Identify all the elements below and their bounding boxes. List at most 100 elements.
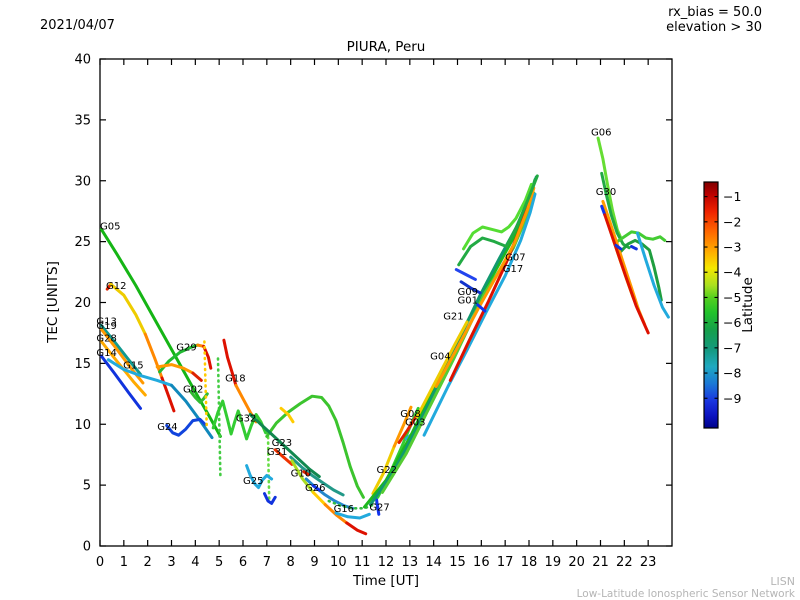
x-tick-label: 16 (473, 555, 490, 570)
sat-label-G15: G15 (123, 361, 143, 372)
satellite-traces (99, 136, 670, 536)
trace-segment (106, 358, 173, 387)
sat-label-G13: G13 (96, 316, 116, 327)
trace-segment (302, 470, 310, 476)
x-tick-label: 8 (287, 555, 295, 570)
sat-label-G12: G12 (106, 281, 126, 292)
x-tick-label: 22 (616, 555, 633, 570)
trace-segment (216, 357, 222, 478)
x-tick-label: 11 (354, 555, 371, 570)
trace-segment (635, 231, 670, 319)
y-tick-label: 0 (83, 540, 91, 555)
satellite-labels: G05G12G13G19G28G14G15G24G29G02G18G32G23G… (96, 128, 616, 515)
trace-desc-cyan (635, 231, 670, 319)
trace-segment (203, 340, 209, 431)
colorbar: −1 −2 −3 −4 −5 −6 −7 −8 −9 (703, 181, 741, 429)
trace-segment (434, 186, 536, 388)
trace-segment (392, 405, 413, 448)
trace-segment (211, 399, 268, 441)
colorbar-gradient (703, 181, 719, 429)
trace-segment (263, 492, 277, 505)
sat-label-G27: G27 (369, 503, 389, 514)
trace-segment (615, 230, 667, 244)
trace-speckle-green-1 (216, 357, 222, 478)
x-tick-label: 10 (330, 555, 347, 570)
trace-G15 (106, 358, 214, 440)
sat-label-G21: G21 (443, 311, 463, 322)
x-tick-label: 20 (568, 555, 585, 570)
sat-label-G09: G09 (458, 287, 478, 298)
x-tick-label: 18 (521, 555, 538, 570)
sat-label-G02: G02 (183, 384, 203, 395)
sat-label-G03: G03 (405, 417, 425, 428)
sat-label-G10: G10 (291, 468, 311, 479)
trace-G32 (211, 399, 268, 441)
trace-segment (191, 371, 203, 382)
trace-segment (462, 182, 533, 251)
x-tick-label: 19 (545, 555, 562, 570)
trace-segment (165, 417, 207, 437)
trace-segment (155, 363, 195, 375)
sat-label-G18: G18 (225, 373, 245, 384)
trace-segment (457, 174, 539, 267)
date-label: 2021/04/07 (40, 18, 115, 33)
trace-segment (603, 213, 650, 335)
trace-segment (99, 324, 142, 376)
x-tick-label: 14 (425, 555, 442, 570)
trace-segment (109, 282, 147, 336)
sat-label-G07: G07 (505, 252, 525, 263)
trace-segment (170, 383, 214, 440)
sat-label-G01: G01 (458, 296, 478, 307)
sat-label-G26: G26 (305, 483, 325, 494)
trace-blue-dash-b (614, 243, 638, 251)
colorbar-tick-label: −5 (723, 290, 741, 305)
y-tick-label: 15 (74, 357, 91, 372)
sat-label-G28: G28 (96, 333, 116, 344)
sat-label-G24: G24 (157, 422, 177, 433)
trace-G22 (371, 405, 413, 496)
sat-label-G04: G04 (430, 352, 450, 363)
trace-segment (397, 415, 418, 444)
x-tick-label: 23 (640, 555, 657, 570)
colorbar-axis-label: Latitude (740, 277, 756, 333)
x-tick-label: 2 (144, 555, 152, 570)
x-tick-label: 13 (402, 555, 419, 570)
trace-G13 (99, 324, 142, 376)
colorbar-tick-label: −4 (723, 265, 741, 280)
trace-G30 (600, 171, 631, 250)
colorbar-tick-label: −7 (723, 340, 741, 355)
trace-segment (371, 444, 396, 496)
x-tick-label: 12 (378, 555, 395, 570)
y-tick-label: 10 (74, 418, 91, 433)
colorbar-tick-label: −2 (723, 214, 741, 229)
axes: 0 1 2 3 4 5 6 7 8 9 10 11 12 13 14 15 16 17 18 19 20 21 22 2305… (74, 53, 673, 570)
trace-segment (476, 303, 487, 313)
trace-plateau-b (457, 174, 539, 267)
sat-label-G19: G19 (96, 321, 116, 332)
trace-segment (248, 413, 321, 479)
sat-label-G08: G08 (400, 409, 420, 420)
trace-G14 (99, 354, 142, 410)
sat-label-G17: G17 (503, 264, 523, 275)
trace-G16 (327, 499, 378, 520)
trace-asc-orange (434, 186, 536, 388)
trace-desc-red (600, 204, 650, 335)
trace-G25 (245, 464, 277, 505)
x-tick-label: 9 (310, 555, 318, 570)
x-tick-label: 21 (592, 555, 609, 570)
trace-segment (415, 320, 469, 419)
sat-label-G05: G05 (100, 221, 120, 232)
trace-arc-yellow (279, 406, 295, 424)
sat-label-G31: G31 (267, 447, 287, 458)
trace-speckle-green-2 (266, 430, 271, 500)
x-tick-label: 6 (239, 555, 247, 570)
colorbar-tick-label: −3 (723, 240, 741, 255)
trace-segment (345, 521, 368, 536)
trace-segment (273, 448, 294, 466)
trace-segment (99, 354, 142, 410)
trace-segment (289, 455, 345, 497)
trace-segment (459, 280, 482, 295)
y-tick-label: 5 (83, 479, 91, 494)
sat-label-G06: G06 (591, 128, 611, 139)
sat-label-G29: G29 (176, 342, 196, 353)
